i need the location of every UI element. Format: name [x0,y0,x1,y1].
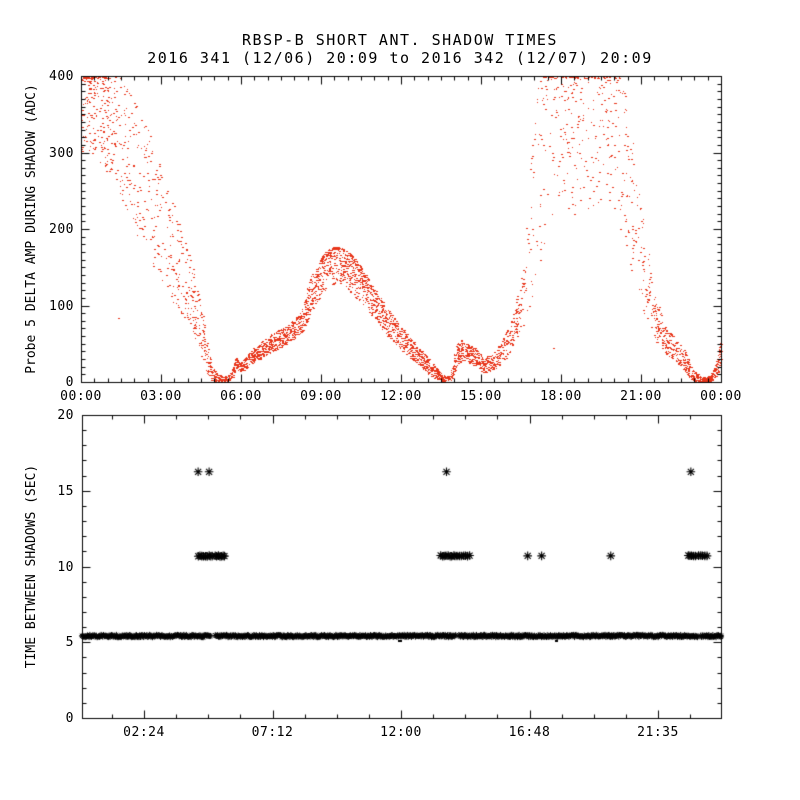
bottom-y-tick-label: 15 [57,483,74,499]
bottom-x-tick-label: 16:48 [508,725,551,740]
top-x-tick-label: 15:00 [460,389,502,404]
top-y-tick-label: 300 [49,145,74,161]
top-x-tick-label: 00:00 [700,389,742,404]
bottom-x-tick-label: 21:35 [637,725,679,740]
bottom-y-tick-label: 0 [65,711,74,726]
chart-subtitle: 2016 341 (12/06) 20:09 to 2016 342 (12/0… [147,49,653,67]
top-y-tick-label: 200 [49,222,74,237]
bottom-y-tick-label: 10 [57,559,74,575]
top-x-tick-label: 06:00 [220,389,262,404]
top-x-tick-label: 00:00 [60,389,102,404]
bottom-x-tick-label: 02:24 [123,725,165,740]
top-y-tick-label: 100 [49,298,74,314]
top-x-tick-label: 03:00 [140,389,182,404]
top-x-tick-label: 18:00 [540,389,582,404]
top-y-tick-label: 400 [49,69,74,84]
top-x-tick-label: 09:00 [300,389,342,404]
bottom-y-tick-label: 5 [65,635,74,651]
chart-title: RBSP-B SHORT ANT. SHADOW TIMES [242,31,558,49]
bottom-x-tick-label: 07:12 [251,725,294,740]
top-y-tick-label: 0 [65,375,74,390]
top-x-tick-label: 12:00 [380,389,422,404]
top-x-tick-label: 21:00 [620,389,662,404]
bottom-y-tick-label: 20 [57,408,74,423]
bottom-x-tick-label: 12:00 [380,725,422,740]
